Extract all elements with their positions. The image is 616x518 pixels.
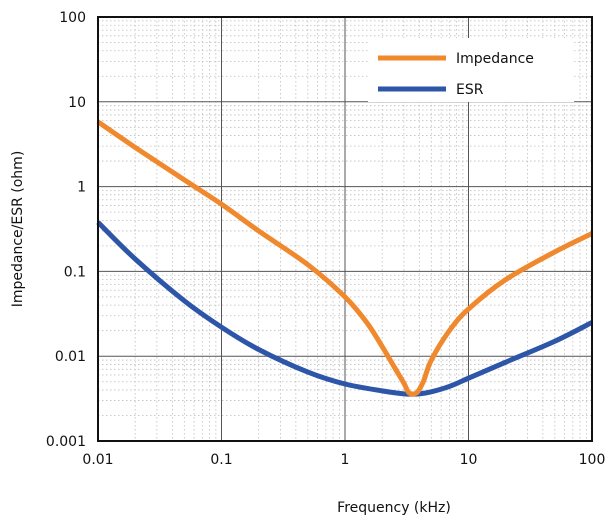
x-tick-label: 1 xyxy=(341,452,350,468)
x-tick-labels: 0.01 0.1 1 10 100 xyxy=(82,452,605,468)
y-tick-label: 0.01 xyxy=(55,349,86,365)
x-tick-label: 0.1 xyxy=(210,452,232,468)
minor-grid xyxy=(98,17,592,441)
y-tick-label: 100 xyxy=(59,10,86,26)
series-line-esr xyxy=(96,220,594,397)
legend-label-esr: ESR xyxy=(456,82,484,98)
x-tick-label: 100 xyxy=(579,452,606,468)
y-tick-label: 0.1 xyxy=(64,264,86,280)
x-axis-title: Frequency (kHz) xyxy=(337,500,451,516)
y-tick-label: 0.001 xyxy=(46,434,86,450)
series-layer xyxy=(96,119,594,397)
series-line-impedance xyxy=(96,119,594,397)
y-tick-label: 10 xyxy=(68,95,86,111)
legend-label-impedance: Impedance xyxy=(456,51,534,67)
x-tick-label: 10 xyxy=(460,452,478,468)
plot-frame xyxy=(97,16,593,442)
y-tick-labels: 0.001 0.01 0.1 1 10 100 xyxy=(46,10,86,450)
y-tick-label: 1 xyxy=(77,180,86,196)
x-tick-label: 0.01 xyxy=(82,452,113,468)
y-axis-title: Impedance/ESR (ohm) xyxy=(10,151,26,308)
legend: Impedance ESR xyxy=(368,38,574,102)
